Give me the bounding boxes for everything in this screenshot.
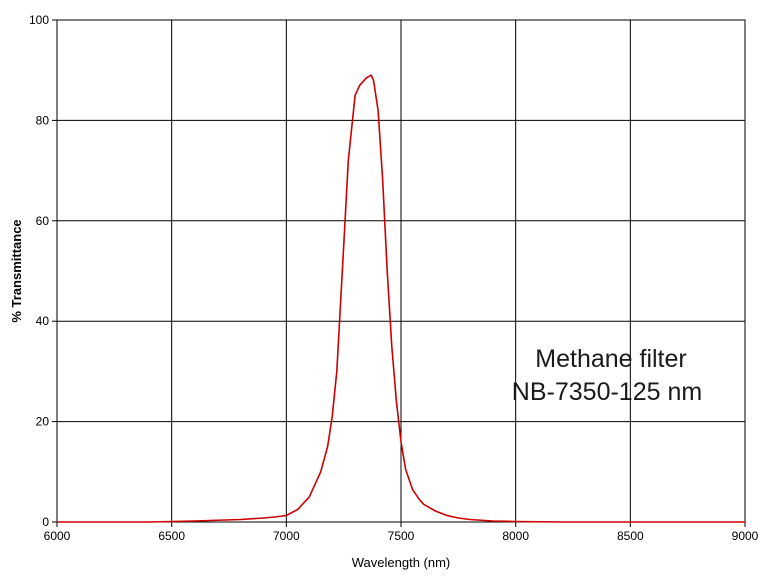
x-tick-label: 8000 — [502, 529, 529, 543]
transmittance-series-line — [57, 74, 745, 523]
series-layer — [57, 74, 745, 523]
y-tick-label: 40 — [36, 314, 50, 328]
x-tick-label: 6500 — [158, 529, 185, 543]
x-tick-label: 8500 — [617, 529, 644, 543]
y-tick-label: 80 — [36, 113, 50, 127]
y-tick-label: 20 — [36, 415, 50, 429]
x-axis-ticks: 6000 6500 7000 7500 8000 8500 9000 — [44, 522, 759, 543]
y-axis-ticks: 0 20 40 60 80 100 — [29, 13, 57, 529]
x-tick-label: 6000 — [44, 529, 71, 543]
x-axis-label: Wavelength (nm) — [352, 555, 451, 570]
y-tick-label: 0 — [42, 515, 49, 529]
grid-lines — [57, 20, 745, 522]
annotation-line-1: Methane filter — [535, 345, 686, 373]
x-tick-label: 9000 — [732, 529, 759, 543]
y-tick-label: 60 — [36, 214, 50, 228]
x-tick-label: 7000 — [273, 529, 300, 543]
y-tick-label: 100 — [29, 13, 49, 27]
y-axis-label: % Transmittance — [9, 219, 24, 322]
x-tick-label: 7500 — [388, 529, 415, 543]
annotation-line-2: NB-7350-125 nm — [512, 378, 702, 406]
